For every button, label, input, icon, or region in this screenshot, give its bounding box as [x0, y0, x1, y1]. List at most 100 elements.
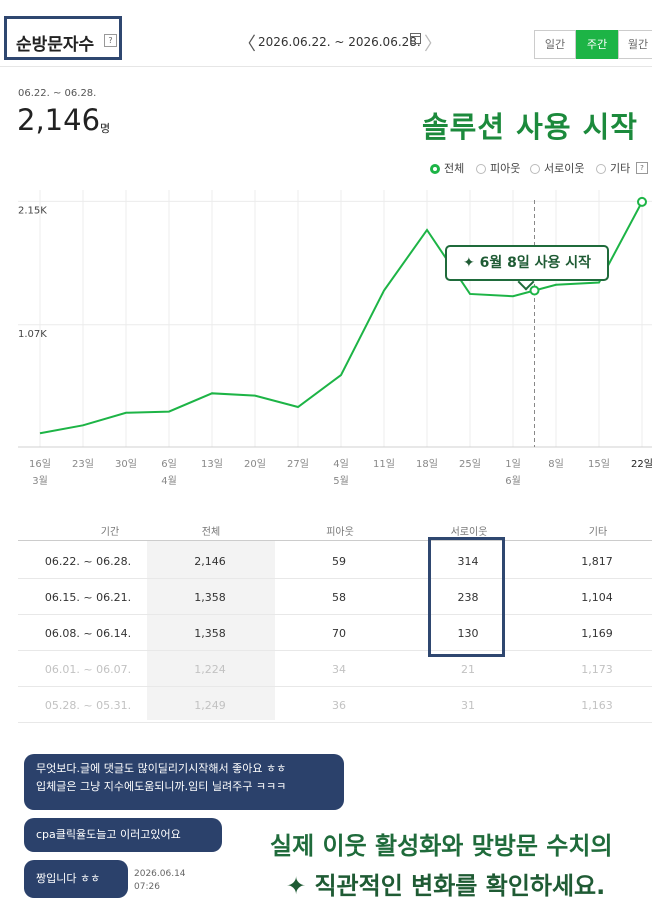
cell-other: 1,163	[581, 699, 613, 712]
legend-label: 서로이웃	[544, 162, 585, 175]
x-tick-label: 8일	[548, 458, 564, 470]
x-tick-label: 25일	[459, 458, 481, 470]
next-period-button[interactable]: 〉	[424, 34, 442, 55]
marker-point	[529, 285, 540, 296]
cell-piout: 36	[332, 699, 346, 712]
legend-label: 피아웃	[490, 162, 521, 175]
data-point	[637, 196, 647, 207]
legend-item-piout[interactable]: 피아웃	[476, 160, 520, 176]
comment-bubble: 짱입니다 ㅎㅎ	[24, 860, 128, 898]
tab-daily[interactable]: 일간	[534, 30, 576, 59]
comment-bubble: cpa클릭율도늘고 이러고있어요	[24, 818, 222, 852]
x-month-label: 3월	[32, 475, 48, 487]
x-tick-label: 6일	[161, 458, 177, 470]
legend-item-mutual[interactable]: 서로이웃	[530, 160, 584, 176]
table-row: 05.28. ~ 05.31. 1,249 36 31 1,163	[18, 687, 652, 723]
cell-period: 06.22. ~ 06.28.	[44, 555, 132, 568]
table-row: 06.01. ~ 06.07. 1,224 34 21 1,173	[18, 651, 652, 687]
title-highlight-box	[4, 16, 122, 60]
prev-period-button[interactable]: 〈	[238, 34, 256, 55]
table-header: 기간 전체 피아웃 서로이웃 기타	[0, 520, 652, 540]
x-tick-label: 22일	[631, 458, 652, 470]
cell-total: 2,146	[194, 555, 226, 568]
comment-bubble: 무엇보다.글에 댓글도 많이딜리기시작해서 좋아요 ㅎㅎ 입체글은 그냥 지수에…	[24, 754, 344, 810]
x-tick-label: 23일	[72, 458, 94, 470]
radio-icon	[596, 164, 606, 174]
cell-piout: 59	[332, 555, 346, 568]
x-tick-label: 13일	[201, 458, 223, 470]
comment-date: 2026.06.14	[134, 869, 186, 879]
legend-label: 기타	[610, 162, 631, 175]
x-tick-label: 20일	[244, 458, 266, 470]
cell-mutual: 31	[461, 699, 475, 712]
mutual-column-highlight-box	[428, 537, 505, 657]
table-divider	[18, 540, 652, 541]
summary-unit: 명	[100, 122, 111, 135]
table-row: 06.08. ~ 06.14. 1,358 70 130 1,169	[18, 615, 652, 651]
tab-weekly[interactable]: 주간	[576, 30, 618, 59]
bottom-caption-line1: 실제 이웃 활성화와 맞방문 수치의	[270, 832, 613, 860]
comment-text: 무엇보다.글에 댓글도 많이딜리기시작해서 좋아요 ㅎㅎ	[36, 762, 287, 775]
header-divider	[0, 66, 652, 67]
x-month-label: 4월	[161, 475, 177, 487]
table-row: 06.22. ~ 06.28. 2,146 59 314 1,817	[18, 543, 652, 579]
visitor-line-chart: 2.15K 1.07K 16일 23일 30일 6일 13일 20일 27일 4일 11일 18일 25…	[18, 190, 652, 487]
x-tick-label: 4일	[333, 458, 349, 470]
radio-icon	[530, 164, 540, 174]
cell-period: 06.01. ~ 06.07.	[44, 663, 132, 676]
cell-other: 1,169	[581, 627, 613, 640]
column-header-piout: 피아웃	[326, 527, 354, 538]
cell-mutual: 21	[461, 663, 475, 676]
summary-value: 2,146	[17, 103, 101, 137]
cell-total: 1,358	[194, 591, 226, 604]
legend-item-other[interactable]: 기타	[596, 160, 630, 176]
cell-period: 06.08. ~ 06.14.	[44, 627, 132, 640]
date-range: 2026.06.22. ~ 2026.06.28.	[258, 35, 421, 49]
table-row: 06.15. ~ 06.21. 1,358 58 238 1,104	[18, 579, 652, 615]
x-tick-label: 27일	[287, 458, 309, 470]
comment-timestamp: 2026.06.14 07:26	[134, 868, 186, 894]
x-month-label: 6월	[505, 475, 521, 487]
cell-mutual: 314	[457, 555, 479, 568]
calendar-icon[interactable]	[410, 33, 421, 44]
y-tick-label: 1.07K	[18, 329, 47, 340]
cell-piout: 58	[332, 591, 346, 604]
cell-mutual: 130	[457, 627, 479, 640]
cell-other: 1,104	[581, 591, 613, 604]
callout-label: ✦ 6월 8일 사용 시작	[445, 245, 609, 281]
headline: 솔루션 사용 시작	[422, 110, 638, 144]
summary-range: 06.22. ~ 06.28.	[18, 88, 97, 99]
legend-label: 전체	[444, 162, 465, 175]
help-icon[interactable]: ?	[104, 34, 117, 47]
radio-selected-icon	[430, 164, 440, 174]
cell-total: 1,249	[194, 699, 226, 712]
cell-total: 1,358	[194, 627, 226, 640]
cell-other: 1,817	[581, 555, 613, 568]
cell-period: 06.15. ~ 06.21.	[44, 591, 132, 604]
y-tick-label: 2.15K	[18, 205, 47, 216]
x-tick-label: 16일	[29, 458, 51, 470]
x-tick-label: 11일	[373, 458, 395, 470]
cell-period: 05.28. ~ 05.31.	[44, 699, 132, 712]
x-tick-label: 18일	[416, 458, 438, 470]
x-month-label: 5월	[333, 475, 349, 487]
cell-total: 1,224	[194, 663, 226, 676]
x-tick-label: 1일	[505, 458, 521, 470]
cell-piout: 70	[332, 627, 346, 640]
cell-mutual: 238	[457, 591, 479, 604]
cell-other: 1,173	[581, 663, 613, 676]
cell-piout: 34	[332, 663, 346, 676]
tab-monthly[interactable]: 월간	[618, 30, 652, 59]
comment-clock: 07:26	[134, 882, 160, 892]
legend-item-all[interactable]: 전체	[430, 160, 464, 176]
total-column-highlight	[147, 540, 275, 720]
column-header-mutual: 서로이웃	[450, 527, 488, 538]
column-header-period: 기간	[100, 527, 120, 538]
radio-icon	[476, 164, 486, 174]
x-tick-label: 30일	[115, 458, 137, 470]
legend-help-icon[interactable]: ?	[636, 162, 648, 174]
x-tick-label: 15일	[588, 458, 610, 470]
comment-text: 입체글은 그냥 지수에도움되니까.임티 닐려주구 ㅋㅋㅋ	[36, 780, 287, 793]
page-title: 순방문자수	[16, 35, 95, 55]
column-header-total: 전체	[201, 527, 221, 538]
